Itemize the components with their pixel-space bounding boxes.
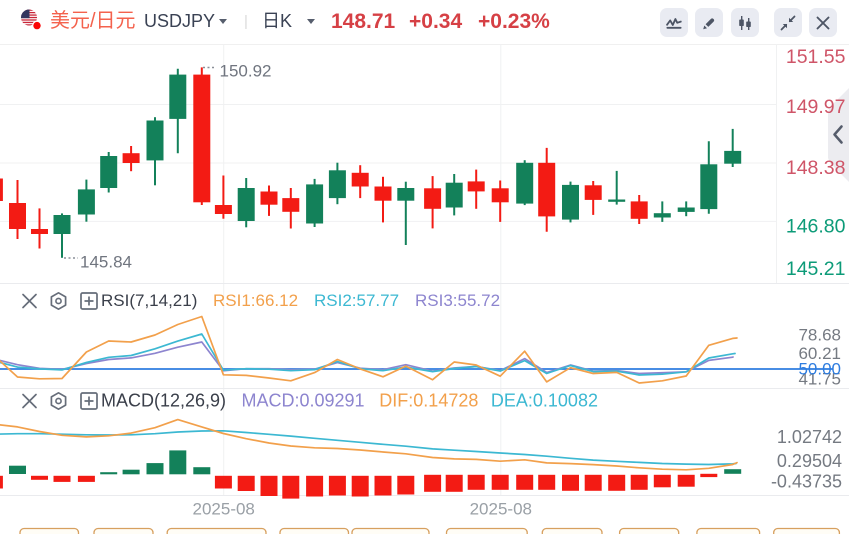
svg-text:MACD:0.09291: MACD:0.09291 [242,391,365,411]
svg-text:1.02742: 1.02742 [777,427,842,447]
svg-text:146.80: 146.80 [786,216,846,238]
svg-text:41.75: 41.75 [798,370,841,389]
svg-text:78.68: 78.68 [798,325,841,344]
svg-text:0.29504: 0.29504 [777,451,842,471]
svg-text:145.21: 145.21 [786,258,846,280]
svg-text:148.38: 148.38 [786,157,846,179]
svg-text:RSI2:57.77: RSI2:57.77 [314,291,399,310]
svg-text:DEA:0.10082: DEA:0.10082 [491,391,598,411]
svg-text:DIF:0.14728: DIF:0.14728 [379,391,478,411]
svg-text:RSI(7,14,21): RSI(7,14,21) [101,291,197,310]
svg-text:RSI3:55.72: RSI3:55.72 [415,291,500,310]
svg-text:50.00: 50.00 [798,360,841,379]
svg-text:150.92: 150.92 [220,62,272,81]
svg-text:60.21: 60.21 [798,344,841,363]
svg-text:2025-08: 2025-08 [193,500,255,519]
svg-text:149.97: 149.97 [786,96,846,118]
svg-text:145.84: 145.84 [80,253,132,272]
svg-text:RSI1:66.12: RSI1:66.12 [213,291,298,310]
svg-text:MACD(12,26,9): MACD(12,26,9) [101,391,226,411]
svg-text:151.55: 151.55 [786,46,846,68]
svg-text:2025-08: 2025-08 [470,500,532,519]
svg-text:-0.43735: -0.43735 [771,472,842,492]
